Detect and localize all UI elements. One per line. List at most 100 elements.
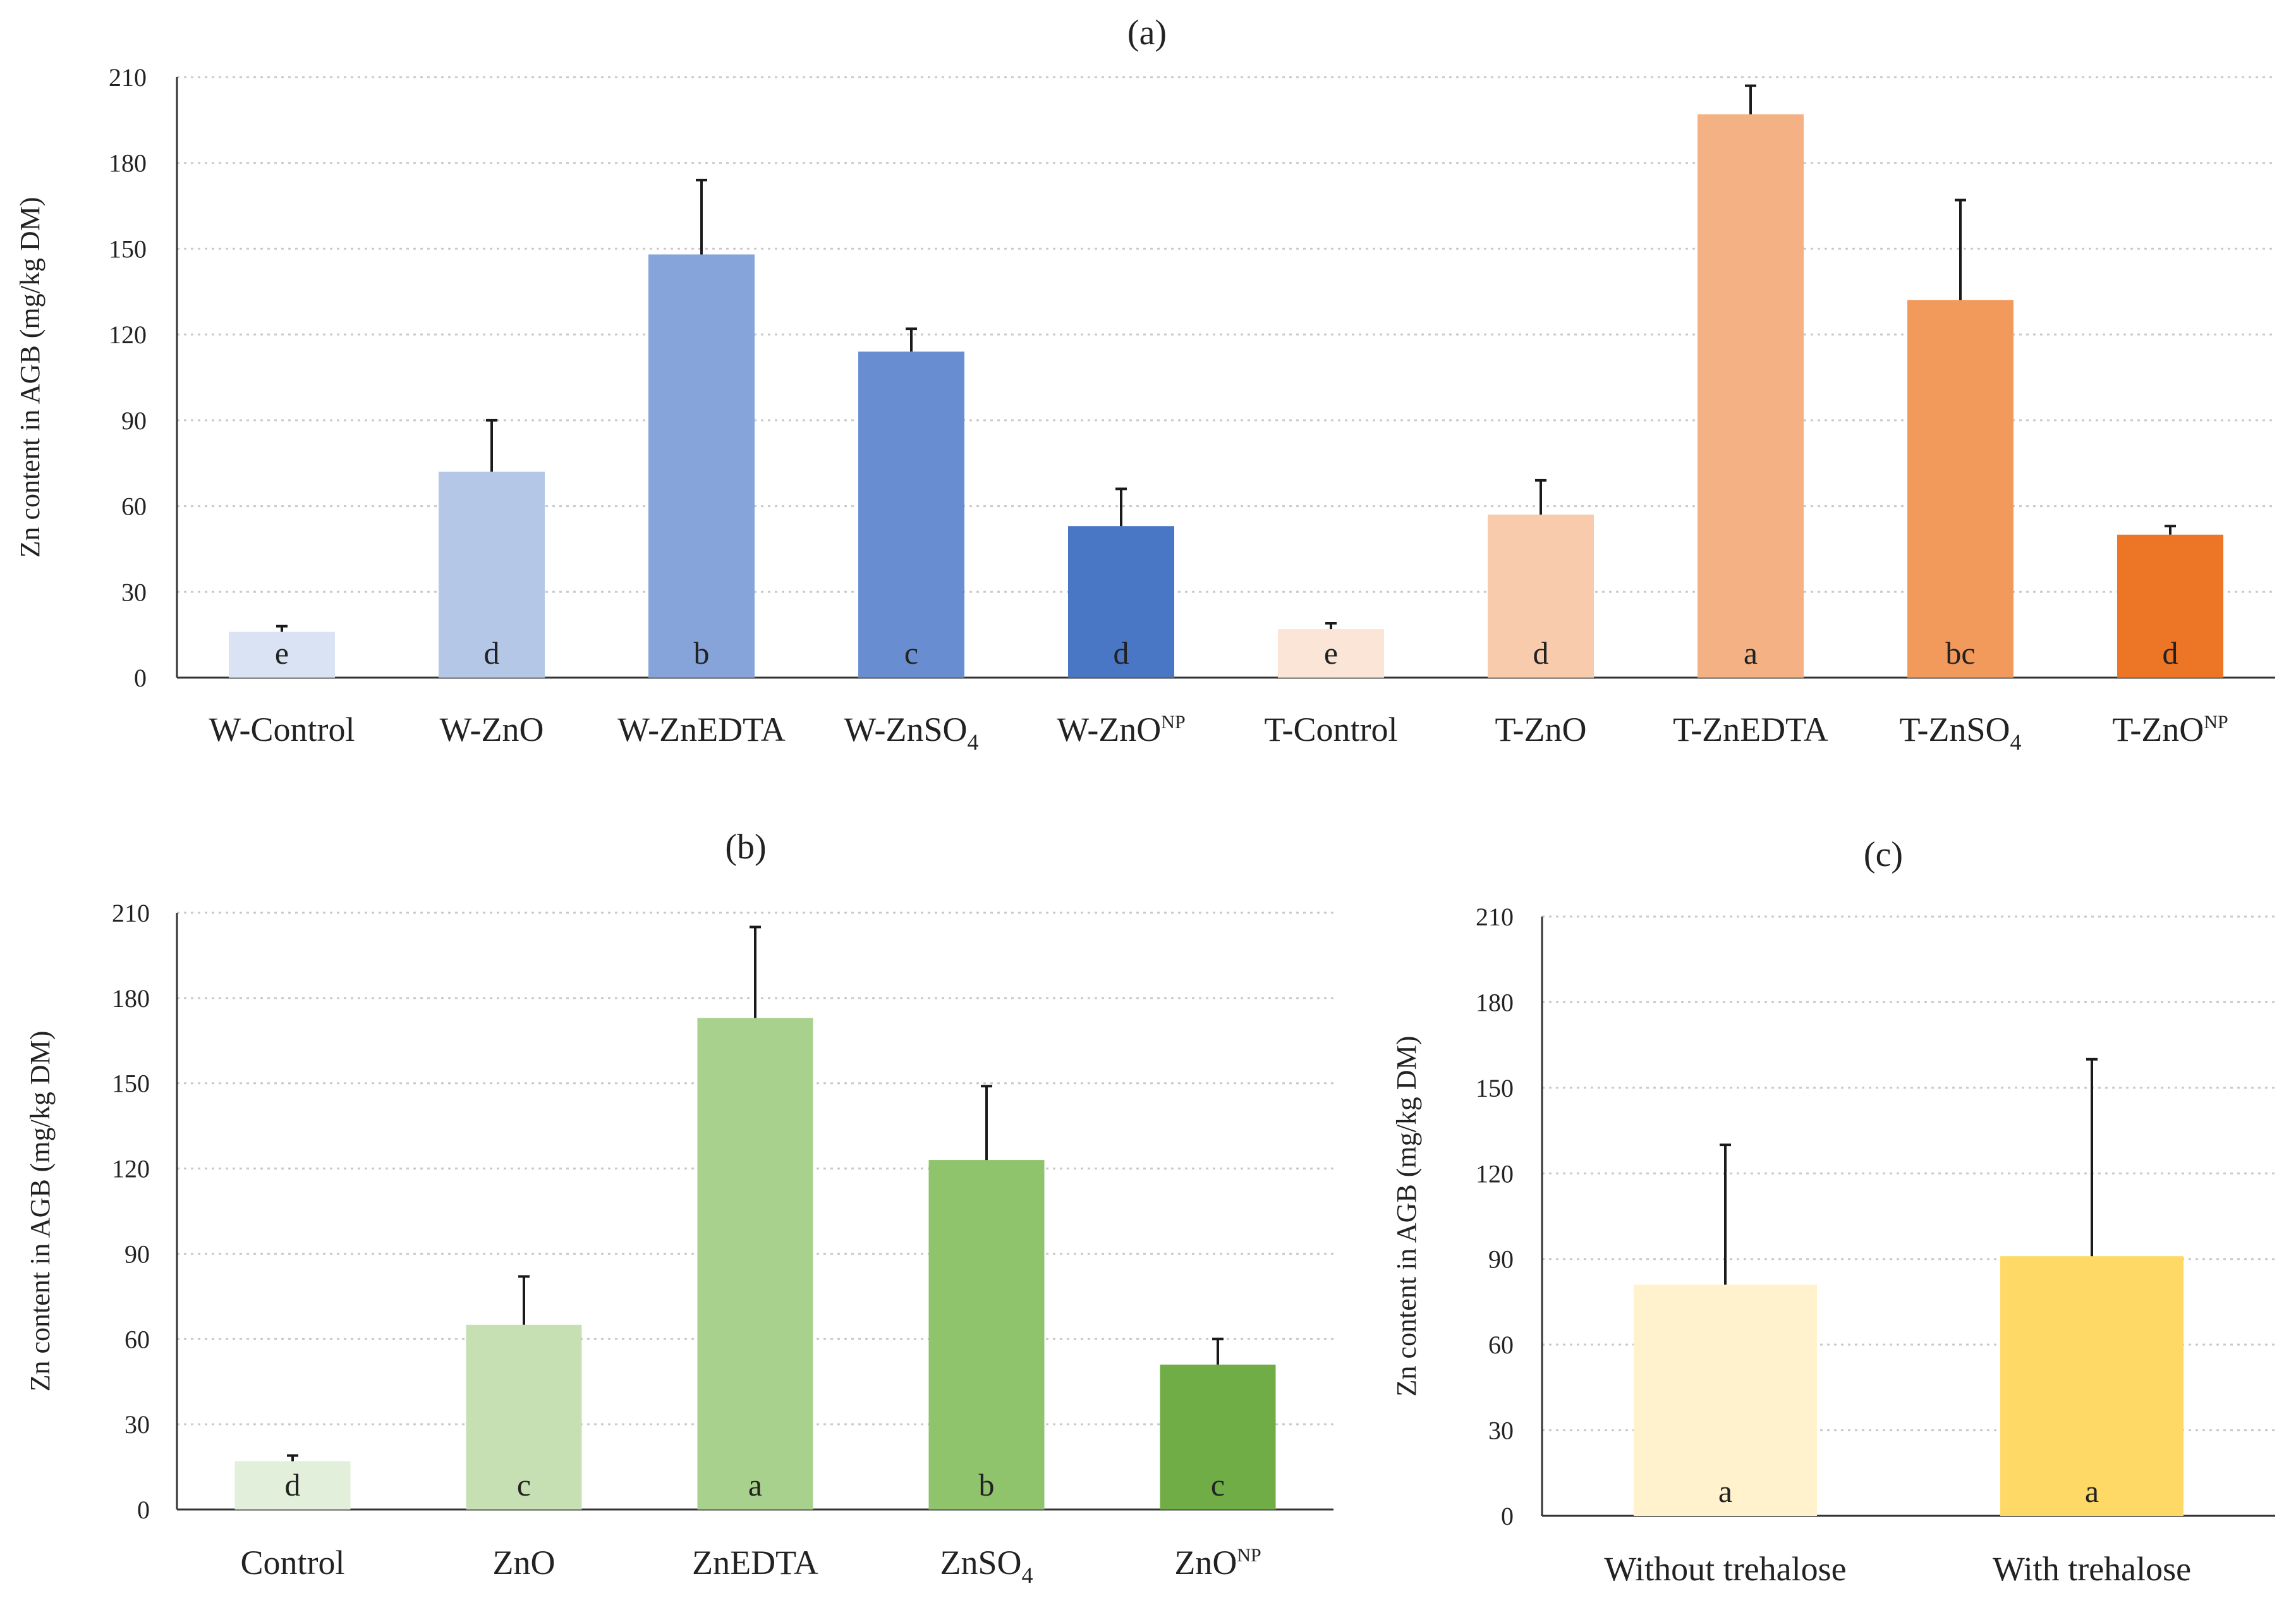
error-bar: [1955, 198, 1966, 300]
chart-title: (c): [1864, 835, 1903, 874]
y-tick-label: 90: [1488, 1245, 1514, 1274]
y-tick-label: 210: [1476, 903, 1514, 931]
significance-letter: c: [904, 635, 918, 671]
error-bar: [2086, 1058, 2098, 1257]
y-tick-label: 180: [1476, 988, 1514, 1016]
error-bar: [518, 1275, 530, 1325]
significance-letter: b: [979, 1467, 995, 1503]
bar: [1278, 629, 1384, 678]
y-tick-label: 30: [121, 578, 147, 606]
error-bar: [276, 625, 288, 632]
category-label: W-ZnONP: [1057, 711, 1185, 748]
bar: [1160, 1364, 1276, 1510]
error-bar: [2165, 525, 2176, 535]
y-tick-label: 90: [121, 406, 147, 435]
y-tick-label: 0: [1501, 1502, 1514, 1530]
significance-letter: b: [694, 635, 710, 671]
bar: [2117, 534, 2223, 678]
bar: [1907, 300, 2014, 678]
y-axis-label: Zn content in AGB (mg/kg DM): [15, 197, 46, 558]
significance-letter: d: [2163, 635, 2178, 671]
bar: [1488, 515, 1594, 678]
bar: [439, 472, 545, 678]
category-label: T-ZnONP: [2112, 711, 2228, 748]
category-label: T-ZnEDTA: [1673, 711, 1828, 748]
chart-title: (b): [725, 827, 766, 867]
significance-letter: a: [1744, 635, 1758, 671]
category-label: ZnO: [493, 1544, 556, 1582]
bar: [466, 1324, 582, 1510]
error-bar: [906, 327, 917, 352]
category-label: W-ZnSO4: [844, 711, 979, 755]
y-tick-label: 90: [125, 1240, 150, 1268]
chart-title: (a): [1127, 13, 1167, 52]
y-tick-label: 60: [121, 492, 147, 521]
y-tick-label: 210: [109, 63, 147, 92]
error-bar: [1720, 1144, 1731, 1285]
significance-letter: a: [2085, 1473, 2099, 1509]
error-bar: [287, 1454, 298, 1461]
bar: [648, 254, 755, 678]
y-tick-label: 30: [1488, 1417, 1514, 1445]
y-tick-label: 60: [1488, 1331, 1514, 1359]
y-tick-label: 60: [125, 1325, 150, 1353]
error-bar: [1212, 1338, 1224, 1365]
error-bar: [696, 178, 707, 255]
category-label: Without trehalose: [1604, 1550, 1846, 1588]
bar: [229, 631, 335, 678]
y-axis-label: Zn content in AGB (mg/kg DM): [25, 1031, 56, 1392]
significance-letter: bc: [1945, 635, 1975, 671]
bar: [234, 1461, 351, 1510]
error-bar: [1535, 479, 1546, 515]
category-label: ZnONP: [1174, 1544, 1261, 1582]
chart-panel-c: (c) 0 30 60 90 120 150 180 210 Zn content in AGB …: [1391, 835, 2275, 1588]
error-bar: [1745, 84, 1756, 114]
chart-panel-b: (b) 0 30 60 90 120 150 180 210 Zn content in AGB …: [25, 827, 1333, 1588]
bar: [928, 1160, 1045, 1510]
significance-letter: d: [285, 1467, 301, 1503]
chart-panel-a: (a) 0 30 60 90 120 150 180 210 Zn content in AGB …: [15, 13, 2275, 755]
significance-letter: e: [1324, 635, 1338, 671]
bar: [697, 1018, 813, 1510]
error-bar: [750, 925, 761, 1018]
error-bar: [981, 1085, 992, 1161]
significance-letter: d: [484, 635, 500, 671]
category-label: ZnSO4: [940, 1544, 1033, 1588]
y-tick-label: 150: [109, 235, 147, 263]
bar: [858, 351, 964, 678]
y-tick-label: 120: [112, 1155, 150, 1183]
y-tick-label: 120: [1476, 1159, 1514, 1188]
y-tick-label: 150: [1476, 1074, 1514, 1102]
y-tick-label: 30: [125, 1410, 150, 1439]
bar: [1634, 1284, 1817, 1516]
y-tick-label: 0: [137, 1496, 150, 1524]
error-bar: [486, 418, 497, 472]
bar: [2000, 1256, 2184, 1516]
y-tick-label: 120: [109, 320, 147, 349]
significance-letter: d: [1533, 635, 1549, 671]
category-label: W-ZnEDTA: [617, 711, 786, 748]
bar: [1698, 114, 1804, 678]
significance-letter: a: [748, 1467, 762, 1503]
category-label: W-Control: [209, 711, 355, 748]
significance-letter: d: [1114, 635, 1129, 671]
significance-letter: c: [517, 1467, 531, 1503]
error-bar: [1115, 487, 1127, 527]
y-tick-label: 210: [112, 899, 150, 927]
significance-letter: e: [275, 635, 289, 671]
significance-letter: a: [1718, 1473, 1732, 1509]
significance-letter: c: [1211, 1467, 1225, 1503]
category-label: W-ZnO: [440, 711, 544, 748]
category-label: T-ZnSO4: [1899, 711, 2021, 755]
category-label: T-Control: [1264, 711, 1397, 748]
error-bar: [1325, 622, 1337, 630]
category-label: ZnEDTA: [692, 1544, 818, 1582]
y-tick-label: 0: [134, 664, 147, 692]
category-label: With trehalose: [1993, 1550, 2191, 1588]
y-tick-label: 150: [112, 1070, 150, 1098]
category-label: T-ZnO: [1495, 711, 1587, 748]
y-axis-label: Zn content in AGB (mg/kg DM): [1391, 1036, 1422, 1397]
y-tick-label: 180: [109, 149, 147, 178]
y-tick-label: 180: [112, 984, 150, 1013]
